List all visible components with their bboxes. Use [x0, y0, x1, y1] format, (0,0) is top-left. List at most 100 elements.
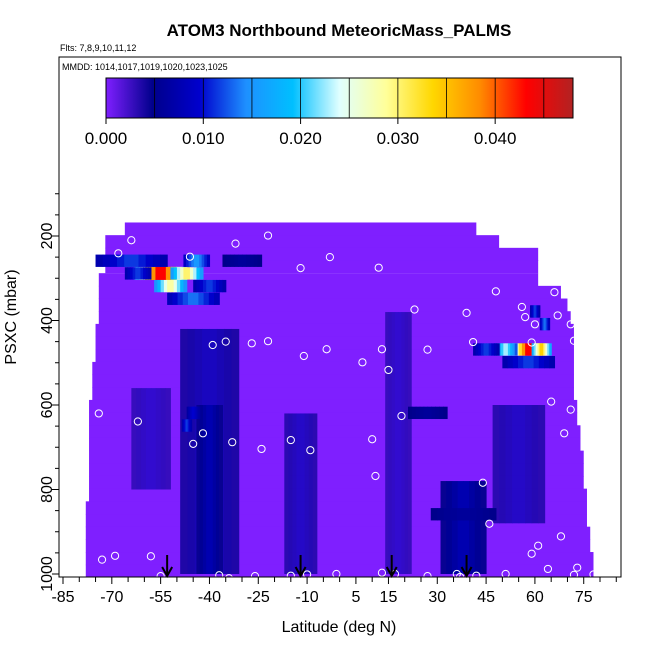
y-tick-label: 1000 — [39, 556, 56, 592]
heatmap-row — [92, 374, 574, 388]
latitude-arrow — [460, 555, 473, 579]
chart-title: ATOM3 Northbound MeteoricMass_PALMS — [167, 21, 512, 40]
sample-point — [579, 306, 588, 315]
sample-point — [468, 337, 478, 347]
heatmap-row — [95, 323, 574, 338]
heatmap-cell — [181, 419, 193, 432]
heatmap-cell — [170, 267, 204, 280]
latitude-arrow — [294, 555, 307, 579]
sample-point — [146, 552, 155, 561]
heatmap-cell — [502, 355, 556, 369]
heatmap-column — [440, 481, 487, 574]
sample-point — [566, 320, 575, 329]
x-tick-label: -40 — [198, 589, 221, 606]
sample-point — [550, 288, 559, 297]
y-tick-label: 800 — [39, 476, 56, 503]
sample-point — [368, 435, 377, 444]
sample-point — [250, 572, 260, 581]
sample-point — [231, 239, 240, 248]
colorbar-tick-label: 0.010 — [182, 129, 225, 148]
heatmap-cell — [95, 254, 168, 267]
sample-point — [189, 439, 198, 448]
sample-point — [462, 308, 471, 317]
colorbar-tick-label: 0.030 — [377, 129, 420, 148]
colorbar-gradient — [105, 77, 574, 119]
sample-point — [423, 572, 432, 581]
sample-point — [543, 564, 553, 574]
heatmap-column — [385, 312, 412, 574]
sample-point — [573, 563, 582, 572]
x-tick-label: 30 — [428, 589, 446, 606]
y-axis-label: PSXC (mbar) — [3, 269, 20, 364]
colorbar-tick-label: 0.020 — [279, 129, 322, 148]
heatmap-field — [85, 222, 594, 577]
colorbar-tick-label: 0.040 — [474, 129, 517, 148]
heatmap-cell — [167, 292, 220, 305]
x-tick-label: 75 — [575, 589, 593, 606]
sample-point — [358, 358, 367, 367]
x-tick-label: -85 — [51, 589, 74, 606]
heatmap-cell — [531, 343, 552, 356]
sample-point — [127, 236, 136, 245]
sample-point — [198, 429, 208, 438]
heatmap-column — [284, 413, 318, 574]
sample-point — [478, 478, 487, 487]
latitude-arrow — [385, 555, 398, 579]
sample-point — [384, 365, 393, 375]
sample-point — [263, 231, 273, 240]
heatmap-cell — [473, 343, 500, 356]
heatmap-row — [105, 235, 500, 249]
sample-point — [322, 345, 331, 354]
sample-point — [517, 302, 526, 312]
sample-point — [534, 541, 543, 550]
x-tick-label: 15 — [380, 589, 398, 606]
sample-point — [296, 264, 305, 273]
sample-point — [208, 340, 217, 350]
sample-point — [556, 532, 566, 541]
heatmap-row — [92, 361, 574, 376]
heatmap-cell — [124, 267, 152, 280]
latitude-arrows — [161, 555, 473, 579]
dates-subtitle: MMDD: 1014,1017,1019,1020,1023,1025 — [62, 62, 228, 72]
x-tick-label: 45 — [477, 589, 495, 606]
heatmap-row — [85, 526, 591, 540]
x-tick-label: -70 — [100, 589, 123, 606]
heatmap-row — [105, 260, 539, 274]
sample-point — [530, 320, 540, 329]
sample-point — [286, 435, 295, 445]
heatmap-cell — [539, 317, 551, 331]
heatmap-cell — [222, 254, 263, 267]
sample-point — [332, 569, 341, 579]
x-tick-label: -25 — [247, 589, 270, 606]
sample-point — [472, 571, 481, 580]
sample-point — [569, 336, 579, 345]
sample-point — [423, 345, 432, 354]
sample-point — [325, 253, 334, 262]
sample-point — [185, 252, 195, 261]
sample-point — [397, 411, 406, 421]
sample-point — [306, 446, 315, 455]
heatmap-cell — [407, 406, 448, 420]
heatmap-row — [98, 311, 571, 325]
sample-point — [589, 570, 598, 579]
sample-point — [215, 571, 224, 580]
sample-point — [299, 351, 308, 361]
sample-point — [566, 405, 575, 414]
sample-point — [257, 444, 266, 454]
sample-point — [221, 337, 230, 346]
x-axis-label: Latitude (deg N) — [282, 619, 397, 636]
sample-point — [247, 339, 256, 348]
sample-point — [553, 311, 562, 320]
heatmap-cell — [530, 305, 541, 318]
sample-point — [94, 409, 103, 418]
sample-point — [569, 570, 579, 579]
y-axis: 200 400 600 800 1000 — [39, 193, 59, 592]
latitude-arrow — [161, 555, 174, 579]
sample-point — [485, 519, 494, 528]
y-tick-label: 200 — [39, 223, 56, 250]
sample-point — [527, 549, 536, 558]
x-tick-label: 60 — [526, 589, 544, 606]
sample-point — [263, 337, 273, 346]
heatmap-cell — [183, 254, 211, 267]
